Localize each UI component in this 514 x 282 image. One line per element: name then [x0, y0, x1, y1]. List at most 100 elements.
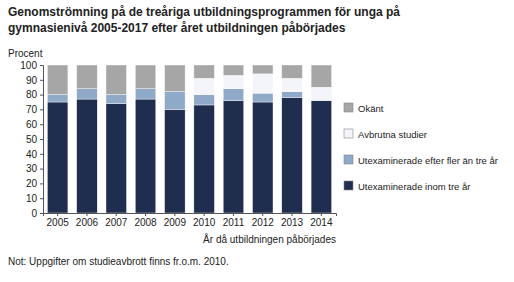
x-tick-mark — [233, 213, 234, 216]
x-tick-label: 2006 — [76, 217, 99, 228]
y-tick-label: 30 — [26, 163, 38, 174]
x-tick: 2011 — [223, 213, 245, 228]
y-axis-line — [40, 66, 44, 214]
legend-swatch — [344, 103, 353, 112]
y-tick-label: 100 — [20, 60, 37, 71]
x-tick-mark — [145, 213, 146, 216]
x-tick: 2005 — [47, 213, 70, 228]
y-tick-label: 80 — [26, 89, 38, 100]
bar-segment — [47, 95, 68, 102]
bar-segment — [252, 102, 273, 213]
note: Not: Uppgifter om studieavbrott finns fr… — [8, 256, 229, 267]
x-axis-line — [44, 214, 337, 217]
x-axis-label: År då utbildningen påbörjades — [203, 233, 336, 245]
y-tick-mark — [40, 109, 43, 110]
x-tick: 2010 — [193, 213, 216, 228]
y-tick: 80 — [26, 89, 43, 100]
y-tick-label: 90 — [26, 75, 38, 86]
bar-segment — [282, 65, 303, 78]
x-tick: 2014 — [310, 213, 333, 228]
x-tick-mark — [116, 213, 117, 216]
x-tick-label: 2009 — [164, 217, 187, 228]
bar-segment — [47, 65, 68, 95]
bar-segment — [77, 65, 98, 89]
y-tick-mark — [40, 183, 43, 184]
bar-segment — [106, 65, 127, 95]
x-tick-label: 2008 — [134, 217, 157, 228]
y-tick-mark — [40, 198, 43, 199]
bar-segment — [106, 95, 127, 104]
bar-segment — [106, 103, 127, 213]
y-tick-label: 60 — [26, 119, 38, 130]
x-tick-mark — [292, 213, 293, 216]
x-tick-label: 2014 — [310, 217, 333, 228]
legend-label: Okänt — [358, 103, 384, 114]
legend-label: Avbrutna studier — [358, 129, 427, 140]
y-tick-label: 10 — [26, 193, 38, 204]
x-tick-mark — [204, 213, 205, 216]
x-tick: 2006 — [76, 213, 99, 228]
y-tick: 20 — [26, 178, 43, 189]
bars — [47, 65, 331, 213]
bar-segment — [282, 92, 303, 98]
bar-segment — [194, 95, 215, 105]
legend-label: Utexaminerade efter fler än tre år — [358, 155, 498, 166]
x-tick-mark — [86, 213, 87, 216]
bar-segment — [194, 65, 215, 78]
bar-segment — [223, 65, 244, 75]
bar-segment — [194, 78, 215, 94]
bar-segment — [77, 89, 98, 99]
bar-segment — [223, 89, 244, 101]
bar-segment — [223, 101, 244, 213]
bar-segment — [252, 74, 273, 93]
bar-segment — [77, 99, 98, 213]
y-tick: 60 — [26, 119, 43, 130]
x-tick: 2013 — [281, 213, 304, 228]
y-tick: 10 — [26, 193, 43, 204]
bar-segment — [165, 109, 186, 213]
legend-label: Utexaminerade inom tre år — [358, 181, 470, 192]
bar-segment — [165, 92, 186, 110]
bar-segment — [252, 93, 273, 102]
bar-segment — [282, 78, 303, 91]
bar-segment — [135, 99, 156, 213]
bar-segment — [135, 89, 156, 99]
title: Genomströmning på de treåriga utbildning… — [8, 5, 400, 35]
y-tick-label: 0 — [31, 208, 37, 219]
x-axis: 2005 2006 2007 2008 2009 2010 2011 2012 2013 2014 — [44, 213, 337, 228]
y-tick-mark — [40, 139, 43, 140]
y-tick: 100 — [20, 60, 43, 71]
x-tick-label: 2010 — [193, 217, 216, 228]
bar-segment — [194, 105, 215, 213]
bar-segment — [311, 65, 332, 87]
x-tick-label: 2012 — [252, 217, 275, 228]
y-tick: 30 — [26, 163, 43, 174]
bar-segment — [135, 65, 156, 89]
x-tick-label: 2013 — [281, 217, 304, 228]
x-tick-label: 2005 — [47, 217, 70, 228]
x-tick-mark — [57, 213, 58, 216]
y-tick: 0 — [31, 208, 43, 219]
legend: Okänt Avbrutna studier Utexaminerade efter… — [344, 103, 498, 192]
y-axis-label: Procent — [8, 48, 43, 59]
y-tick-label: 50 — [26, 134, 38, 145]
x-tick-mark — [321, 213, 322, 216]
y-tick: 50 — [26, 134, 43, 145]
chart: Genomströmning på de treåriga utbildning… — [0, 0, 514, 282]
x-tick-mark — [262, 213, 263, 216]
x-tick: 2007 — [105, 213, 128, 228]
y-tick-label: 20 — [26, 178, 38, 189]
y-tick-label: 40 — [26, 149, 38, 160]
legend-swatch — [344, 155, 353, 164]
y-tick: 90 — [26, 75, 43, 86]
x-tick: 2009 — [164, 213, 187, 228]
y-tick-mark — [40, 80, 43, 81]
bar-segment — [223, 75, 244, 88]
x-tick: 2008 — [134, 213, 157, 228]
y-tick-mark — [40, 213, 43, 214]
y-tick: 70 — [26, 104, 43, 115]
legend-swatch — [344, 181, 353, 190]
bar-segment — [47, 102, 68, 213]
x-tick-mark — [174, 213, 175, 216]
legend-swatch — [344, 129, 353, 138]
